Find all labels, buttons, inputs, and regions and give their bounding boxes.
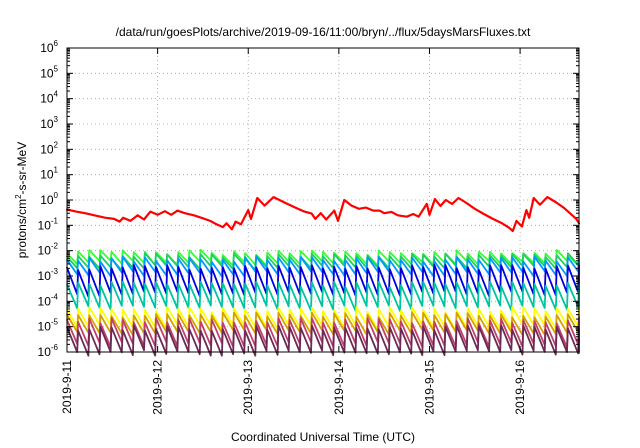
y-tick-exponent: -4 <box>51 292 59 301</box>
x-tick-label: 2019-9-12 <box>151 360 165 415</box>
x-tick-label: 2019-9-16 <box>513 360 527 415</box>
y-tick-base: 10 <box>38 320 52 334</box>
y-tick-label: 101 <box>40 166 58 182</box>
y-tick-label: 10-2 <box>38 242 59 258</box>
x-axis-label: Coordinated Universal Time (UTC) <box>231 430 415 444</box>
y-axis-label-prefix: protons/cm <box>15 199 29 258</box>
y-tick-label: 105 <box>40 64 58 80</box>
y-tick-exponent: 4 <box>54 90 59 99</box>
x-tick-label: 2019-9-15 <box>422 360 436 415</box>
chart-title: /data/run/goesPlots/archive/2019-09-16/1… <box>116 25 531 39</box>
y-tick-base: 10 <box>38 294 52 308</box>
y-tick-base: 10 <box>40 168 54 182</box>
series-line <box>66 263 580 298</box>
y-tick-base: 10 <box>40 142 54 156</box>
y-tick-base: 10 <box>38 218 52 232</box>
y-axis-label-suffix: -s-sr-MeV <box>15 142 29 195</box>
y-tick-exponent: 2 <box>54 140 59 149</box>
y-tick-exponent: 0 <box>54 191 59 200</box>
y-tick-label: 10-5 <box>38 318 59 334</box>
y-tick-base: 10 <box>38 244 52 258</box>
x-tick-labels: 2019-9-11 2019-9-12 2019-9-13 2019-9-14 2019… <box>60 360 527 415</box>
y-tick-exponent: -1 <box>51 216 59 225</box>
y-tick-label: 10-1 <box>38 216 59 232</box>
y-tick-label: 103 <box>40 115 58 131</box>
y-tick-label: 100 <box>40 191 58 207</box>
y-tick-base: 10 <box>40 41 54 55</box>
y-tick-base: 10 <box>40 66 54 80</box>
ticks <box>66 47 579 353</box>
y-tick-exponent: 5 <box>54 64 59 73</box>
y-tick-label: 10-3 <box>38 267 59 283</box>
y-tick-base: 10 <box>40 193 54 207</box>
y-tick-exponent: 6 <box>54 39 59 48</box>
y-tick-label: 10-6 <box>38 343 59 359</box>
y-tick-base: 10 <box>38 269 52 283</box>
x-tick-label: 2019-9-14 <box>332 360 346 415</box>
series-line <box>66 324 580 357</box>
y-tick-label: 102 <box>40 140 58 156</box>
y-tick-label: 104 <box>40 90 58 106</box>
x-tick-label: 2019-9-13 <box>241 360 255 415</box>
y-tick-base: 10 <box>40 92 54 106</box>
y-tick-labels: 10-610-510-410-310-210-11001011021031041… <box>38 39 59 359</box>
y-tick-exponent: 1 <box>54 166 59 175</box>
series-line <box>66 280 580 312</box>
y-tick-exponent: -2 <box>51 242 59 251</box>
y-axis-label: protons/cm2-s-sr-MeV <box>14 142 29 258</box>
y-tick-base: 10 <box>40 117 54 131</box>
y-tick-exponent: 3 <box>54 115 59 124</box>
series-layer <box>65 196 581 357</box>
y-tick-label: 10-4 <box>38 292 59 308</box>
x-tick-label: 2019-9-11 <box>60 360 74 414</box>
y-tick-label: 106 <box>40 39 58 55</box>
y-tick-exponent: -6 <box>51 343 59 352</box>
y-axis-label-sup: 2 <box>14 194 23 199</box>
y-tick-exponent: -5 <box>51 318 59 327</box>
series-line <box>65 196 581 233</box>
y-tick-base: 10 <box>38 345 52 359</box>
y-tick-exponent: -3 <box>51 267 59 276</box>
